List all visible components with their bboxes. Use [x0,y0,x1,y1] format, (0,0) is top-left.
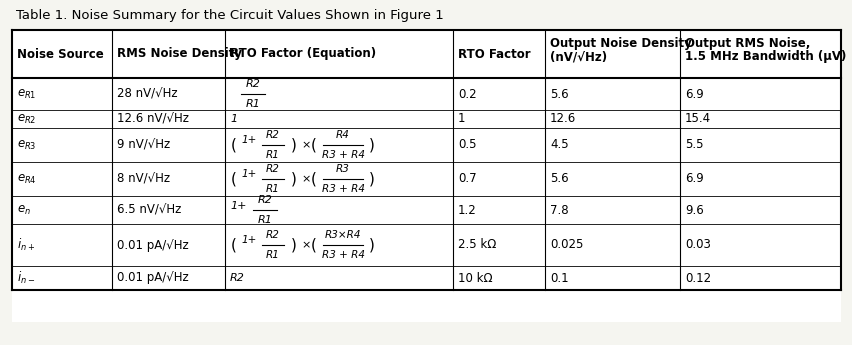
Text: 0.2: 0.2 [458,88,476,100]
Text: R2: R2 [245,79,260,89]
Text: 1: 1 [230,114,237,124]
Text: 15.4: 15.4 [684,112,711,126]
Text: 0.025: 0.025 [550,238,583,252]
Text: 5.6: 5.6 [550,88,568,100]
Text: 1: 1 [458,112,465,126]
Text: $e_n$: $e_n$ [17,204,31,217]
Text: 7.8: 7.8 [550,204,568,217]
Text: 4.5: 4.5 [550,138,568,151]
Text: 0.01 pA/√Hz: 0.01 pA/√Hz [117,272,188,285]
Text: R1: R1 [257,215,272,225]
Text: Noise Source: Noise Source [17,48,104,60]
Text: R3 + R4: R3 + R4 [321,184,364,194]
Text: ): ) [369,138,374,152]
Text: $e_{R2}$: $e_{R2}$ [17,112,37,126]
Text: R2: R2 [266,130,279,140]
Text: ×: × [301,174,310,184]
Text: (: ( [311,237,316,253]
Text: 5.6: 5.6 [550,172,568,186]
Text: R1: R1 [266,150,279,160]
Text: (: ( [231,237,237,253]
Text: (: ( [231,138,237,152]
Text: (: ( [231,171,237,187]
Text: $i_{n-}$: $i_{n-}$ [17,270,35,286]
Text: (: ( [311,171,316,187]
Text: ): ) [291,138,296,152]
Text: 0.5: 0.5 [458,138,476,151]
Text: R1: R1 [266,184,279,194]
Text: 28 nV/√Hz: 28 nV/√Hz [117,88,177,100]
Text: 12.6: 12.6 [550,112,576,126]
Text: 6.5 nV/√Hz: 6.5 nV/√Hz [117,204,181,217]
Text: R2: R2 [266,230,279,240]
Text: ): ) [291,171,296,187]
Text: 1.2: 1.2 [458,204,476,217]
Text: 1+: 1+ [230,201,246,211]
Text: $e_{R4}$: $e_{R4}$ [17,172,37,186]
Text: 12.6 nV/√Hz: 12.6 nV/√Hz [117,112,189,126]
Text: 0.12: 0.12 [684,272,711,285]
Text: 9.6: 9.6 [684,204,703,217]
Text: R3×R4: R3×R4 [325,230,361,240]
Text: ): ) [369,171,374,187]
Text: R3: R3 [336,164,349,174]
Text: Output RMS Noise,: Output RMS Noise, [684,37,809,50]
Text: 5.5: 5.5 [684,138,703,151]
Text: RMS Noise Density: RMS Noise Density [117,48,242,60]
Text: 1+: 1+ [242,169,257,179]
Text: 10 kΩ: 10 kΩ [458,272,492,285]
Text: Table 1. Noise Summary for the Circuit Values Shown in Figure 1: Table 1. Noise Summary for the Circuit V… [16,10,443,22]
Text: R3 + R4: R3 + R4 [321,150,364,160]
Text: 6.9: 6.9 [684,172,703,186]
Text: $i_{n+}$: $i_{n+}$ [17,237,35,253]
Text: 8 nV/√Hz: 8 nV/√Hz [117,172,170,186]
Text: ×: × [301,140,310,150]
Text: 1+: 1+ [242,235,257,245]
Text: 0.1: 0.1 [550,272,568,285]
Text: $e_{R3}$: $e_{R3}$ [17,138,37,151]
Text: 9 nV/√Hz: 9 nV/√Hz [117,138,170,151]
Text: 1+: 1+ [242,135,257,145]
Text: (nV/√Hz): (nV/√Hz) [550,50,607,63]
Bar [12,30,840,322]
Text: 0.7: 0.7 [458,172,476,186]
Text: Output Noise Density: Output Noise Density [550,37,691,50]
Text: 6.9: 6.9 [684,88,703,100]
Text: R1: R1 [245,99,260,109]
Text: R2: R2 [257,195,272,205]
Text: 0.03: 0.03 [684,238,710,252]
Text: R3 + R4: R3 + R4 [321,250,364,260]
Text: RTO Factor (Equation): RTO Factor (Equation) [230,48,376,60]
Text: 2.5 kΩ: 2.5 kΩ [458,238,496,252]
Text: R2: R2 [230,273,245,283]
Text: 0.01 pA/√Hz: 0.01 pA/√Hz [117,238,188,252]
Text: 1.5 MHz Bandwidth (μV): 1.5 MHz Bandwidth (μV) [684,50,845,63]
Text: ): ) [291,237,296,253]
Text: R1: R1 [266,250,279,260]
Text: R2: R2 [266,164,279,174]
Text: (: ( [311,138,316,152]
Text: RTO Factor: RTO Factor [458,48,530,60]
Text: $e_{R1}$: $e_{R1}$ [17,87,37,100]
Text: ×: × [301,240,310,250]
Text: ): ) [369,237,374,253]
Text: R4: R4 [336,130,349,140]
